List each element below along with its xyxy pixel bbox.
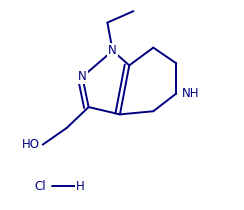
Text: NH: NH: [182, 87, 199, 100]
Text: N: N: [78, 70, 87, 83]
Text: H: H: [76, 180, 85, 193]
Text: N: N: [108, 44, 117, 57]
Text: HO: HO: [22, 138, 40, 151]
Text: Cl: Cl: [35, 180, 46, 193]
